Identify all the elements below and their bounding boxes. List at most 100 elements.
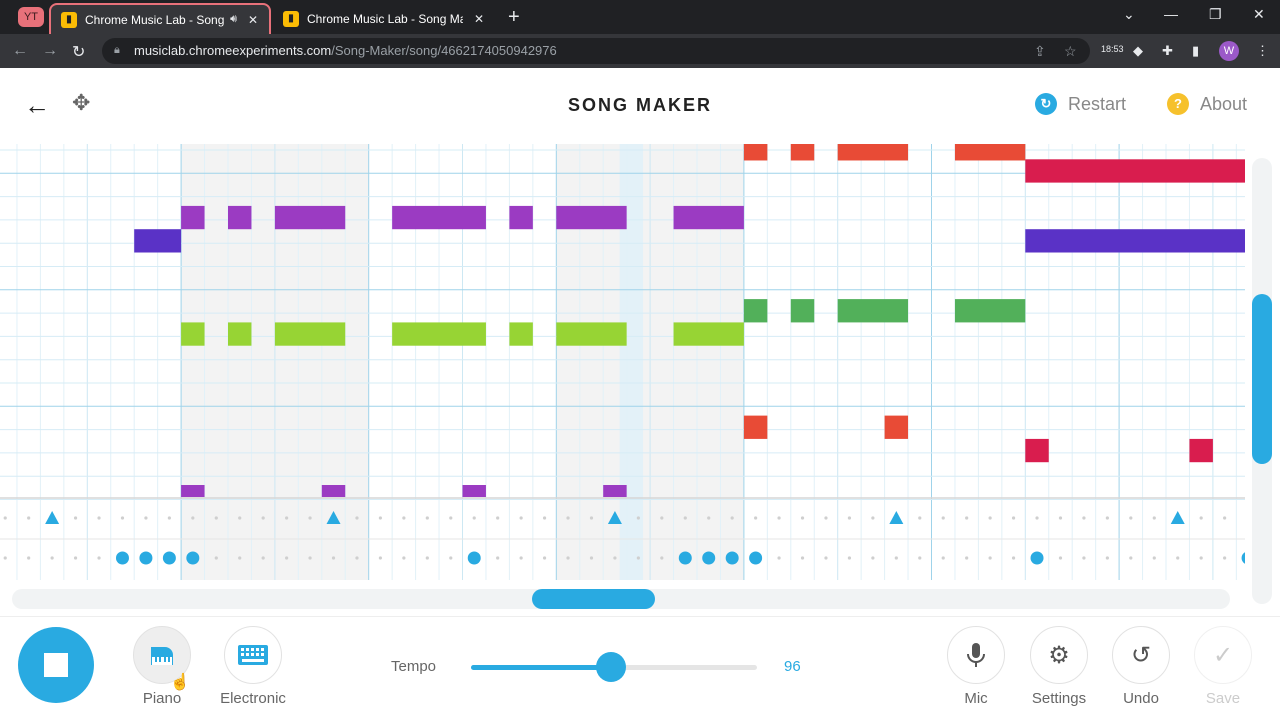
side-panel-icon[interactable]: ▮: [1192, 43, 1200, 58]
drum-note[interactable]: [1030, 551, 1044, 565]
profile-avatar[interactable]: W: [1219, 41, 1239, 61]
note-block[interactable]: [743, 299, 768, 323]
help-question-icon: ?: [1167, 93, 1189, 115]
tempo-label: Tempo: [391, 658, 437, 675]
piano-button[interactable]: [133, 626, 191, 684]
note-block[interactable]: [837, 144, 909, 161]
reload-icon[interactable]: ↻: [72, 44, 86, 61]
close-icon[interactable]: ✕: [247, 12, 259, 27]
drum-note[interactable]: [1241, 552, 1245, 565]
note-block[interactable]: [274, 205, 346, 230]
note-block[interactable]: [274, 322, 346, 346]
back-arrow-icon[interactable]: ←: [24, 90, 50, 120]
forward-arrow-icon[interactable]: →: [42, 42, 58, 59]
maximize-icon[interactable]: ❐: [1209, 6, 1222, 22]
note-grid[interactable]: [0, 144, 1245, 580]
restart-label: Restart: [1068, 93, 1127, 114]
tab-group-badge[interactable]: YT: [18, 7, 44, 27]
electronic-button[interactable]: [224, 626, 282, 684]
horizontal-scroll-thumb[interactable]: [532, 589, 655, 609]
mic-icon: [967, 643, 985, 667]
vertical-scroll-thumb[interactable]: [1252, 294, 1272, 464]
note-block[interactable]: [884, 415, 909, 439]
note-block[interactable]: [134, 229, 182, 253]
settings-button[interactable]: ⚙: [1030, 626, 1088, 684]
drum-note[interactable]: [139, 551, 153, 565]
note-block[interactable]: [743, 144, 768, 161]
save-button[interactable]: ✓: [1194, 626, 1252, 684]
omnibox[interactable]: 🔒︎ musiclab.chromeexperiments.com/Song-M…: [102, 38, 1090, 64]
note-block[interactable]: [1189, 438, 1213, 463]
new-tab-button[interactable]: +: [508, 6, 520, 28]
window-close-icon[interactable]: ✕: [1253, 6, 1265, 22]
stop-button[interactable]: [18, 627, 94, 703]
drum-note[interactable]: [186, 551, 200, 565]
drum-note[interactable]: [326, 511, 341, 524]
drum-note[interactable]: [607, 511, 622, 524]
tab-title: Chrome Music Lab - Song Maker: [307, 11, 463, 26]
lock-icon: 🔒︎: [114, 44, 120, 56]
note-block[interactable]: [673, 322, 744, 346]
note-block[interactable]: [509, 322, 533, 346]
note-block[interactable]: [837, 299, 909, 323]
note-block[interactable]: [954, 144, 1026, 161]
puzzle-extensions-icon[interactable]: ✚: [1162, 43, 1173, 58]
close-icon[interactable]: ✕: [473, 11, 485, 26]
tab-song-maker-2[interactable]: ▮ Chrome Music Lab - Song Maker ✕: [273, 3, 495, 34]
note-block[interactable]: [954, 299, 1026, 323]
note-block[interactable]: [1025, 229, 1245, 253]
note-block[interactable]: [743, 415, 768, 439]
bookmark-star-icon[interactable]: ☆: [1064, 43, 1077, 59]
note-block[interactable]: [321, 485, 346, 497]
note-block[interactable]: [181, 205, 205, 230]
note-block[interactable]: [673, 205, 744, 230]
restart-button[interactable]: ↻ Restart: [1035, 93, 1126, 115]
note-block[interactable]: [790, 299, 815, 323]
drum-note[interactable]: [702, 551, 716, 565]
note-block[interactable]: [556, 205, 627, 230]
minimize-icon[interactable]: —: [1164, 6, 1178, 22]
tempo-value: 96: [784, 658, 801, 675]
stop-icon: [44, 653, 68, 677]
note-block[interactable]: [790, 144, 815, 161]
note-block[interactable]: [181, 322, 205, 346]
note-block[interactable]: [603, 485, 627, 497]
note-block[interactable]: [509, 205, 533, 230]
share-icon[interactable]: ⇪: [1034, 43, 1046, 59]
extension-icon[interactable]: ◆: [1133, 43, 1143, 58]
drum-note[interactable]: [1170, 511, 1185, 524]
tempo-slider-thumb[interactable]: [596, 652, 626, 682]
speaker-icon[interactable]: 🔊︎: [230, 13, 237, 25]
drum-note[interactable]: [115, 551, 129, 565]
note-block[interactable]: [556, 322, 627, 346]
tempo-slider-fill: [471, 665, 611, 670]
drum-note[interactable]: [678, 551, 692, 565]
page-title: SONG MAKER: [567, 95, 712, 115]
drum-note[interactable]: [725, 551, 739, 565]
drum-note[interactable]: [749, 551, 763, 565]
about-label: About: [1200, 93, 1248, 114]
drum-note[interactable]: [889, 511, 904, 524]
drum-note[interactable]: [45, 511, 60, 524]
menu-kebab-icon[interactable]: ⋮: [1256, 43, 1269, 58]
back-arrow-icon[interactable]: ←: [12, 42, 28, 59]
about-button[interactable]: ? About: [1167, 93, 1247, 115]
note-block[interactable]: [1025, 438, 1049, 463]
note-block[interactable]: [462, 485, 486, 497]
drum-note[interactable]: [162, 551, 176, 565]
tab-song-maker-1[interactable]: ▮ Chrome Music Lab - Song M 🔊︎ ✕: [49, 3, 271, 34]
note-block[interactable]: [228, 205, 252, 230]
undo-label: Undo: [1123, 690, 1159, 707]
note-block[interactable]: [392, 205, 486, 230]
undo-button[interactable]: ↺: [1112, 626, 1170, 684]
music-lab-favicon-icon: ▮: [61, 11, 77, 28]
extension-timer-badge[interactable]: 18:53: [1101, 44, 1124, 54]
note-block[interactable]: [1025, 159, 1245, 183]
drum-note[interactable]: [467, 551, 481, 565]
tab-search-icon[interactable]: ⌄: [1123, 6, 1135, 22]
mic-button[interactable]: [947, 626, 1005, 684]
move-arrows-icon[interactable]: ✥: [72, 90, 91, 115]
note-block[interactable]: [228, 322, 252, 346]
note-block[interactable]: [181, 485, 205, 497]
note-block[interactable]: [392, 322, 486, 346]
